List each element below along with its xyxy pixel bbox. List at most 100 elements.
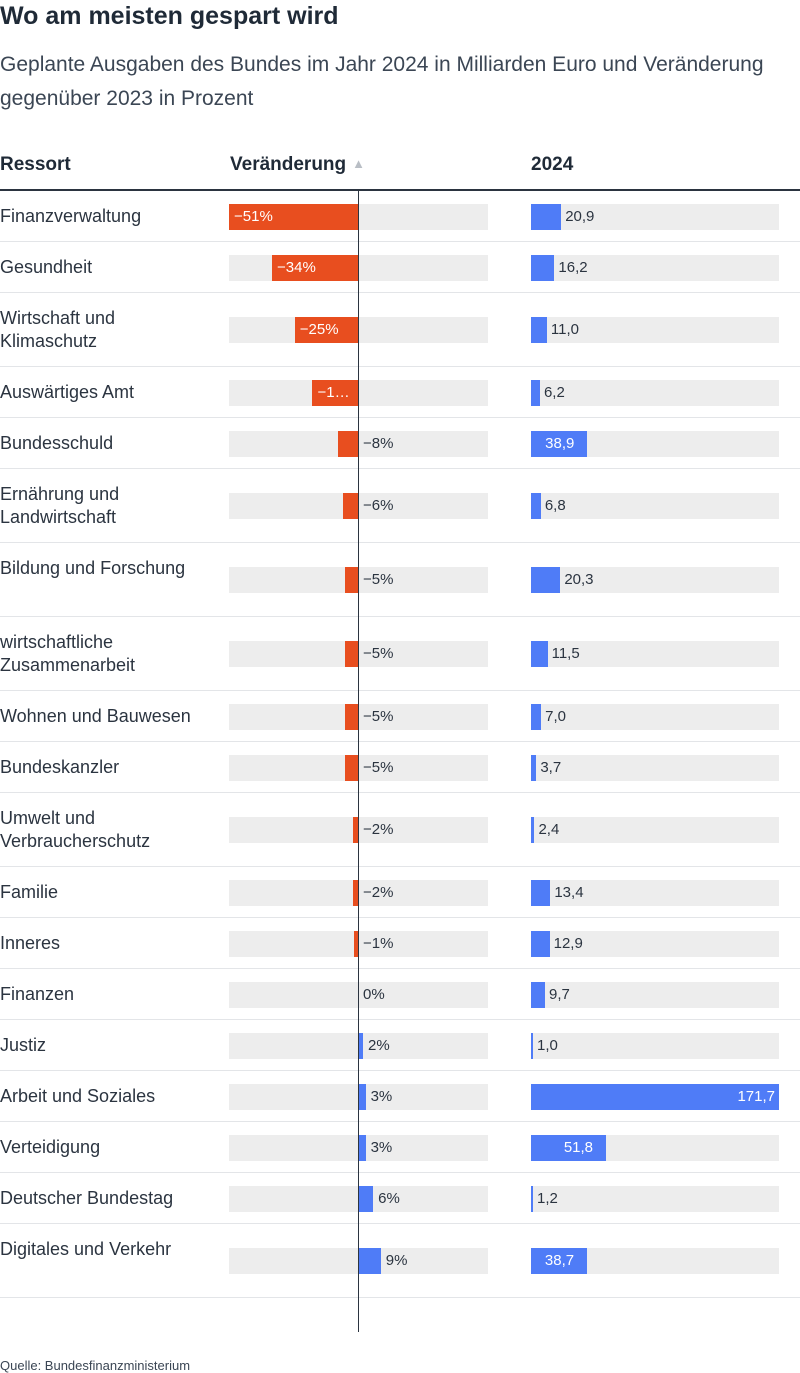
- table-body: Finanzverwaltung −51% 20,9 Gesundheit −34% 16…: [0, 191, 800, 1298]
- change-bar: [345, 704, 358, 730]
- change-value-label: −5%: [363, 645, 394, 662]
- table-row: Arbeit und Soziales 3% 171,7: [0, 1071, 800, 1122]
- spend-bar: [531, 755, 537, 781]
- spend-value-label: 16,2: [558, 259, 588, 276]
- change-value-label: 3%: [370, 1088, 393, 1105]
- change-value-label: −5%: [363, 759, 394, 776]
- ressort-label: Inneres: [0, 933, 61, 953]
- spend-track: 7,0: [531, 704, 779, 730]
- change-bar: [294, 317, 358, 343]
- table-row: Bundeskanzler −5% 3,7: [0, 742, 800, 793]
- spend-track: 1,0: [531, 1033, 779, 1059]
- ressort-label: Finanzen: [0, 984, 75, 1004]
- ressort-label: Bundeskanzler: [0, 757, 120, 777]
- change-bar: [345, 641, 358, 667]
- change-value-label: −1%: [363, 935, 394, 952]
- spend-track: 3,7: [531, 755, 779, 781]
- change-bar: [352, 817, 358, 843]
- spend-value-label: 1,0: [537, 1037, 558, 1054]
- ressort-label: Digitales und Verkehr: [0, 1239, 172, 1259]
- change-bar: [354, 931, 358, 957]
- ressort-label: Bildung und Forschung: [0, 558, 186, 578]
- spend-track: 171,7: [531, 1084, 779, 1110]
- column-header-2024[interactable]: 2024: [531, 154, 574, 175]
- spend-bar: [531, 255, 555, 281]
- change-bar: [358, 1084, 366, 1110]
- table-header: Ressort Veränderung ▲ 2024: [0, 150, 800, 190]
- spend-track: 20,9: [531, 204, 779, 230]
- spend-value-label: 38,9: [545, 435, 575, 452]
- change-value-label: −8%: [363, 435, 394, 452]
- table-row: Bildung und Forschung −5% 20,3: [0, 543, 800, 617]
- spend-value-label: 1,2: [537, 1190, 558, 1207]
- table-row: Umwelt und Verbraucherschutz −2% 2,4: [0, 793, 800, 867]
- change-value-label: −5%: [363, 708, 394, 725]
- spend-track: 2,4: [531, 817, 779, 843]
- change-bar: [312, 380, 358, 406]
- change-value-label: −6%: [363, 497, 394, 514]
- table-row: Ernährung und Landwirtschaft −6% 6,8: [0, 469, 800, 543]
- spend-value-label: 38,7: [544, 1252, 575, 1269]
- spend-track: 38,7: [531, 1248, 779, 1274]
- spend-value-label: 7,0: [545, 708, 566, 725]
- spend-value-label: 2,4: [538, 821, 560, 838]
- spend-bar: [531, 641, 548, 667]
- spend-track: 6,8: [531, 493, 779, 519]
- ressort-label: Wirtschaft und Klimaschutz: [0, 308, 116, 351]
- spend-track: 9,7: [531, 982, 779, 1008]
- spend-bar: [531, 931, 550, 957]
- spend-track: 20,3: [531, 567, 779, 593]
- spend-track: 1,2: [531, 1186, 779, 1212]
- change-bar: [352, 880, 358, 906]
- ressort-label: Ernährung und Landwirtschaft: [0, 484, 120, 527]
- header-divider: [0, 189, 800, 191]
- zero-axis-line: [358, 190, 359, 1332]
- spend-value-label: 9,7: [549, 986, 570, 1003]
- change-value-label: 3%: [370, 1139, 393, 1156]
- spend-value-label: 3,7: [540, 759, 562, 776]
- spend-bar: [531, 817, 535, 843]
- spend-bar: [531, 431, 588, 457]
- chart-subtitle: Geplante Ausgaben des Bundes im Jahr 202…: [0, 53, 764, 110]
- spend-bar: [531, 1084, 779, 1110]
- spend-bar: [531, 204, 562, 230]
- change-bar: [358, 1248, 381, 1274]
- sort-ascending-icon[interactable]: ▲: [352, 156, 366, 171]
- change-value-label: −1…: [317, 384, 350, 401]
- ressort-label: wirtschaftliche Zusammenarbeit: [0, 632, 136, 675]
- spend-track: 11,0: [531, 317, 779, 343]
- ressort-label: Finanzverwaltung: [0, 206, 142, 226]
- spend-bar: [531, 704, 542, 730]
- change-value-label: 2%: [368, 1037, 390, 1054]
- source-note: Quelle: Bundesfinanzministerium: [0, 1358, 191, 1373]
- spend-bar: [531, 317, 547, 343]
- change-bar: [229, 204, 358, 230]
- spend-bar: [531, 1248, 587, 1274]
- ressort-label: Arbeit und Soziales: [0, 1086, 156, 1106]
- spend-value-label: 171,7: [737, 1088, 775, 1105]
- change-value-label: −25%: [299, 321, 339, 338]
- change-bar: [345, 755, 358, 781]
- ressort-label: Umwelt und Verbraucherschutz: [0, 808, 151, 851]
- chart-title: Wo am meisten gespart wird: [0, 2, 339, 30]
- change-value-label: −5%: [363, 571, 394, 588]
- table-row: Inneres −1% 12,9: [0, 918, 800, 969]
- spend-bar: [531, 567, 561, 593]
- table-row: Digitales und Verkehr 9% 38,7: [0, 1224, 800, 1298]
- spend-value-label: 6,2: [543, 384, 565, 401]
- column-header-change-label: Veränderung: [230, 154, 347, 175]
- spend-bar: [531, 1186, 533, 1212]
- change-value-label: −34%: [277, 259, 316, 276]
- column-header-ressort[interactable]: Ressort: [0, 154, 71, 175]
- spend-value-label: 11,0: [550, 321, 579, 338]
- spend-track: 16,2: [531, 255, 779, 281]
- spend-track: 51,8: [531, 1135, 779, 1161]
- spend-value-label: 11,5: [551, 645, 580, 662]
- spend-bar: [531, 1135, 606, 1161]
- table-row: Gesundheit −34% 16,2: [0, 242, 800, 293]
- column-header-change[interactable]: Veränderung ▲: [230, 154, 365, 176]
- spend-value-label: 12,9: [553, 935, 583, 952]
- spend-bar: [531, 493, 541, 519]
- ressort-label: Deutscher Bundestag: [0, 1188, 174, 1208]
- ressort-label: Auswärtiges Amt: [0, 382, 135, 402]
